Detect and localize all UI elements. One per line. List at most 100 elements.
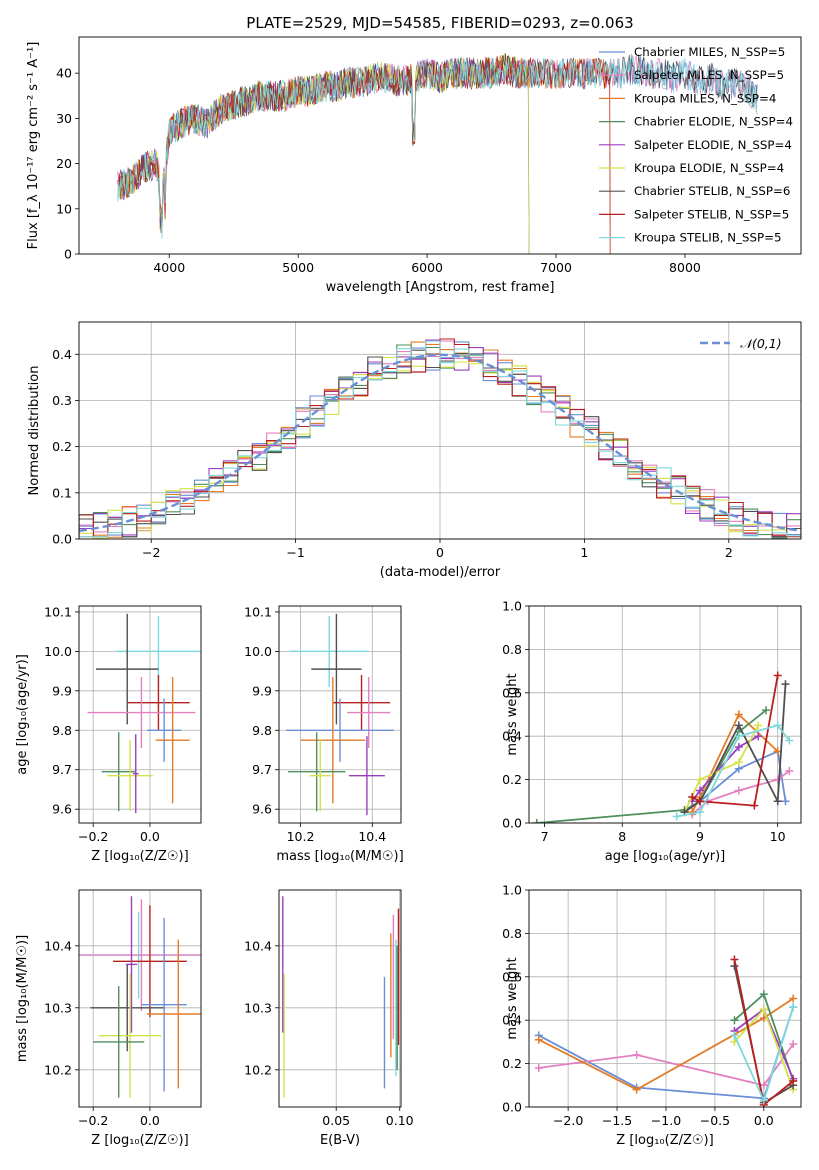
- x-axis-label: Z [log₁₀(Z/Z☉)]: [91, 849, 188, 864]
- data-point: [773, 775, 782, 784]
- y-tick-label: 0.0: [502, 816, 522, 831]
- errorbar: [132, 734, 139, 814]
- x-axis-label: age [log₁₀(age/yr)]: [605, 849, 726, 864]
- y-tick-label: 10.3: [44, 1000, 72, 1015]
- errorbar: [107, 740, 153, 812]
- errorbar: [347, 677, 391, 749]
- x-tick-label: 9: [696, 829, 704, 844]
- x-tick-label: −2: [142, 545, 160, 560]
- errorbar: [155, 677, 190, 804]
- legend-label: Kroupa ELODIE, N_SSP=4: [634, 161, 784, 175]
- y-tick-label: 1.0: [502, 883, 522, 898]
- axes-frame: [278, 605, 402, 824]
- data-point: [730, 1031, 739, 1040]
- y-tick-label: 30: [56, 111, 72, 126]
- y-tick-label: 0.0: [52, 532, 72, 547]
- errorbar: [289, 615, 369, 687]
- legend-label: Salpeter STELIB, N_SSP=5: [634, 207, 789, 221]
- axes-frame: [78, 889, 202, 1108]
- axes-frame: [78, 605, 202, 824]
- y-tick-label: 10.0: [44, 644, 72, 659]
- data-point: [730, 1016, 739, 1025]
- data-point: [773, 671, 782, 680]
- y-tick-label: 0.6: [502, 685, 522, 700]
- legend-label: Chabrier ELODIE, N_SSP=4: [634, 115, 793, 129]
- data-point: [534, 1035, 543, 1044]
- axes-frame: [78, 36, 802, 255]
- data-point: [762, 706, 771, 715]
- y-tick-label: 0.0: [502, 1100, 522, 1115]
- data-point: [750, 801, 759, 810]
- data-point: [534, 1063, 543, 1072]
- plot-area: [117, 53, 758, 254]
- y-tick-label: 10: [56, 201, 72, 216]
- data-point: [695, 797, 704, 806]
- errorbar: [113, 905, 187, 1018]
- y-tick-label: 0.8: [502, 926, 522, 941]
- panel-residuals: −2 −1 0 1 2 0.0 0.1 0.2 0.3 0.4 (data-model)/error…: [27, 321, 802, 580]
- x-tick-label: −1.5: [602, 1113, 632, 1128]
- y-tick-label: 10.1: [44, 604, 72, 619]
- x-axis-label: E(B-V): [320, 1133, 360, 1148]
- data-point: [773, 721, 782, 730]
- y-tick-label: 0.4: [52, 347, 72, 362]
- y-axis-label: mass weight: [505, 957, 520, 1039]
- errorbar: [309, 740, 332, 812]
- y-tick-label: 0.2: [502, 772, 522, 787]
- y-tick-label: 0.4: [502, 1013, 522, 1028]
- figure-title: PLATE=2529, MJD=54585, FIBERID=0293, z=0…: [246, 14, 633, 32]
- y-tick-label: 9.9: [52, 683, 72, 698]
- legend-label: Chabrier MILES, N_SSP=5: [634, 45, 785, 59]
- x-tick-label: 0: [436, 545, 444, 560]
- data-point: [632, 1050, 641, 1059]
- x-tick-label: 0.0: [140, 829, 160, 844]
- errorbar: [311, 613, 362, 725]
- plot-area: [87, 613, 201, 814]
- data-point: [734, 710, 743, 719]
- y-tick-label: 0.2: [52, 439, 72, 454]
- x-tick-label: 0.10: [386, 1113, 414, 1128]
- y-axis-label: mass [log₁₀(M/M☉)]: [15, 935, 30, 1062]
- data-point: [789, 1003, 798, 1012]
- panel-Z-weight: −2.0 −1.5 −1.0 −0.5 0.0 0.0 0.2 0.4 0.6 0.8 1.0 Z […: [502, 883, 802, 1148]
- histogram-step: [79, 340, 801, 538]
- errorbar: [141, 917, 187, 1092]
- y-axis-label: age [log₁₀(age/yr)]: [15, 654, 30, 775]
- series-line: [691, 735, 759, 802]
- data-point: [781, 797, 790, 806]
- plot-area: [79, 896, 201, 1098]
- errorbar: [93, 986, 145, 1098]
- x-tick-label: −1: [286, 545, 304, 560]
- x-tick-label: 4000: [153, 260, 185, 275]
- series-line: [538, 997, 794, 1091]
- data-point: [695, 786, 704, 795]
- legend-label: Kroupa MILES, N_SSP=4: [634, 91, 776, 105]
- series-line: [536, 709, 767, 823]
- axes-frame: [528, 889, 802, 1108]
- data-point: [759, 1096, 768, 1105]
- x-tick-label: 10: [770, 829, 786, 844]
- normal-curve: [79, 353, 801, 533]
- y-tick-label: 9.7: [252, 762, 272, 777]
- x-tick-label: −2.0: [553, 1113, 583, 1128]
- errorbar: [147, 698, 182, 762]
- x-tick-label: −0.2: [78, 829, 108, 844]
- x-tick-label: 0.0: [140, 1113, 160, 1128]
- y-tick-label: 10.2: [244, 1062, 272, 1077]
- y-tick-label: 9.9: [252, 683, 272, 698]
- data-point: [789, 1076, 798, 1085]
- axes-frame: [278, 889, 402, 1108]
- x-axis-label: Z [log₁₀(Z/Z☉)]: [91, 1133, 188, 1148]
- errorbar: [87, 677, 196, 749]
- x-tick-label: 1: [580, 545, 588, 560]
- x-tick-label: 10.4: [358, 829, 386, 844]
- series-line: [691, 675, 779, 807]
- x-axis-label: (data-model)/error: [380, 565, 501, 580]
- data-point: [734, 758, 743, 767]
- legend-label: Chabrier STELIB, N_SSP=6: [634, 184, 790, 198]
- y-axis-label: Normed distribution: [27, 366, 42, 496]
- errorbar: [96, 613, 159, 725]
- series-line: [538, 1043, 794, 1087]
- plot-area: [79, 338, 801, 539]
